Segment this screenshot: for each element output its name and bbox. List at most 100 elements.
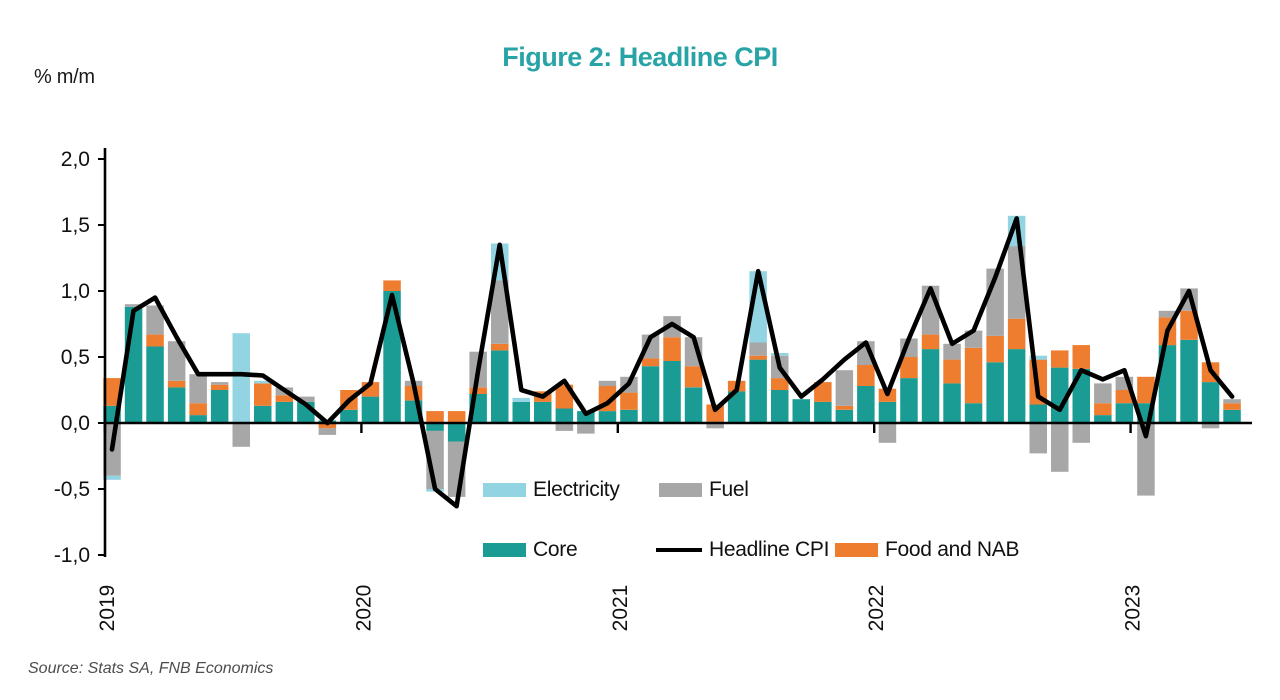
bar-segment-food-and-nab: [1051, 350, 1069, 368]
bar-segment-food-and-nab: [684, 366, 703, 388]
bar-segment-core: [146, 346, 164, 423]
bar-segment-food-and-nab: [771, 378, 789, 390]
bar-segment-core: [340, 409, 358, 423]
bar-segment-food-and-nab: [1223, 403, 1241, 410]
bar-segment-core: [383, 291, 401, 423]
bar-segment-food-and-nab: [943, 359, 961, 384]
bar-segment-core: [447, 423, 466, 442]
bar-segment-food-and-nab: [426, 411, 444, 423]
bar-segment-fuel: [943, 343, 961, 360]
bar-segment-fuel: [1029, 423, 1047, 454]
bar-segment-food-and-nab: [103, 378, 121, 406]
legend-label: Fuel: [709, 478, 749, 501]
bar-segment-food-and-nab: [900, 357, 918, 379]
bar-segment-food-and-nab: [641, 358, 660, 367]
bar-segment-fuel: [491, 280, 509, 344]
legend-item-fuel: Fuel: [659, 478, 749, 502]
bar-segment-core: [814, 401, 832, 423]
bar-segment-food-and-nab: [447, 411, 466, 423]
legend-item-headline-cpi: Headline CPI: [656, 538, 829, 562]
bar-segment-fuel: [189, 374, 207, 404]
bar-segment-food-and-nab: [1137, 376, 1155, 404]
y-tick-label: 0,0: [61, 412, 90, 435]
bar-segment-core: [426, 423, 444, 431]
bars-layer: [103, 215, 1241, 497]
bar-segment-fuel: [1051, 423, 1069, 472]
bar-segment-food-and-nab: [964, 347, 983, 404]
bar-segment-food-and-nab: [835, 405, 854, 410]
bar-segment-fuel: [146, 305, 164, 335]
bar-segment-core: [1223, 409, 1241, 423]
bar-segment-fuel: [706, 423, 724, 429]
bar-segment-fuel: [577, 423, 595, 434]
bar-segment-food-and-nab: [383, 280, 401, 291]
bar-segment-core: [1029, 404, 1047, 423]
bar-segment-food-and-nab: [210, 384, 229, 390]
bar-segment-fuel: [641, 334, 660, 359]
bar-segment-food-and-nab: [986, 335, 1004, 363]
bar-segment-food-and-nab: [857, 364, 875, 386]
bar-segment-core: [943, 383, 961, 423]
bar-segment-core: [684, 387, 703, 423]
bar-segment-fuel: [1201, 423, 1220, 429]
bar-segment-core: [641, 366, 660, 423]
bar-segment-fuel: [1137, 423, 1155, 496]
bar-segment-fuel: [835, 370, 854, 406]
legend-item-core: Core: [483, 538, 578, 562]
bar-segment-electricity: [232, 333, 250, 423]
x-year-label: 2023: [1122, 585, 1145, 632]
bar-segment-core: [771, 390, 789, 423]
fuel-swatch-icon: [659, 483, 702, 497]
legend-label: Headline CPI: [709, 538, 830, 561]
bar-segment-core: [1007, 349, 1026, 423]
bar-segment-food-and-nab: [275, 395, 294, 402]
bar-segment-core: [167, 387, 186, 423]
bar-segment-food-and-nab: [1115, 390, 1134, 404]
bar-segment-core: [792, 399, 810, 423]
bar-segment-core: [878, 401, 897, 423]
bar-segment-food-and-nab: [1007, 318, 1026, 350]
y-tick-label: 1,0: [61, 280, 90, 303]
bar-segment-food-and-nab: [814, 382, 832, 402]
bar-segment-electricity: [771, 353, 789, 356]
x-year-label: 2021: [609, 585, 632, 632]
bar-segment-fuel: [1158, 310, 1177, 318]
x-year-label: 2022: [865, 585, 888, 632]
bar-segment-core: [921, 349, 940, 423]
bar-segment-electricity: [254, 380, 272, 384]
bar-segment-food-and-nab: [1180, 310, 1198, 340]
legend-label: Electricity: [533, 478, 620, 501]
bar-segment-food-and-nab: [189, 403, 207, 416]
source-note: Source: Stats SA, FNB Economics: [28, 660, 274, 677]
bar-segment-fuel: [598, 380, 617, 387]
bar-segment-core: [835, 409, 854, 423]
bar-segment-fuel: [297, 396, 315, 402]
electricity-swatch-icon: [483, 483, 526, 497]
bar-segment-core: [964, 403, 983, 423]
bar-segment-food-and-nab: [663, 337, 681, 361]
bar-segment-core: [1180, 339, 1198, 423]
bar-segment-food-and-nab: [167, 380, 186, 388]
legend-label: Food and NAB: [885, 538, 1020, 561]
bar-segment-core: [491, 350, 509, 423]
food-nab-swatch-icon: [835, 543, 878, 557]
bar-segment-fuel: [1223, 399, 1241, 404]
headline-line-layer: [109, 216, 1235, 509]
bar-segment-fuel: [1072, 423, 1090, 443]
bar-segment-core: [189, 415, 207, 423]
bar-segment-food-and-nab: [469, 387, 487, 394]
bar-segment-core: [361, 396, 380, 423]
bar-segment-food-and-nab: [1072, 345, 1090, 369]
bar-segment-core: [857, 386, 875, 423]
bar-segment-food-and-nab: [254, 383, 272, 406]
bar-segment-core: [598, 411, 617, 423]
bar-segment-core: [1158, 345, 1177, 423]
bar-segment-core: [749, 359, 767, 423]
bar-segment-food-and-nab: [620, 392, 638, 410]
bar-segment-food-and-nab: [749, 355, 767, 360]
bar-segment-core: [275, 401, 294, 423]
x-year-label: 2019: [96, 585, 119, 632]
bar-segment-fuel: [749, 342, 767, 356]
bar-segment-food-and-nab: [318, 423, 337, 429]
